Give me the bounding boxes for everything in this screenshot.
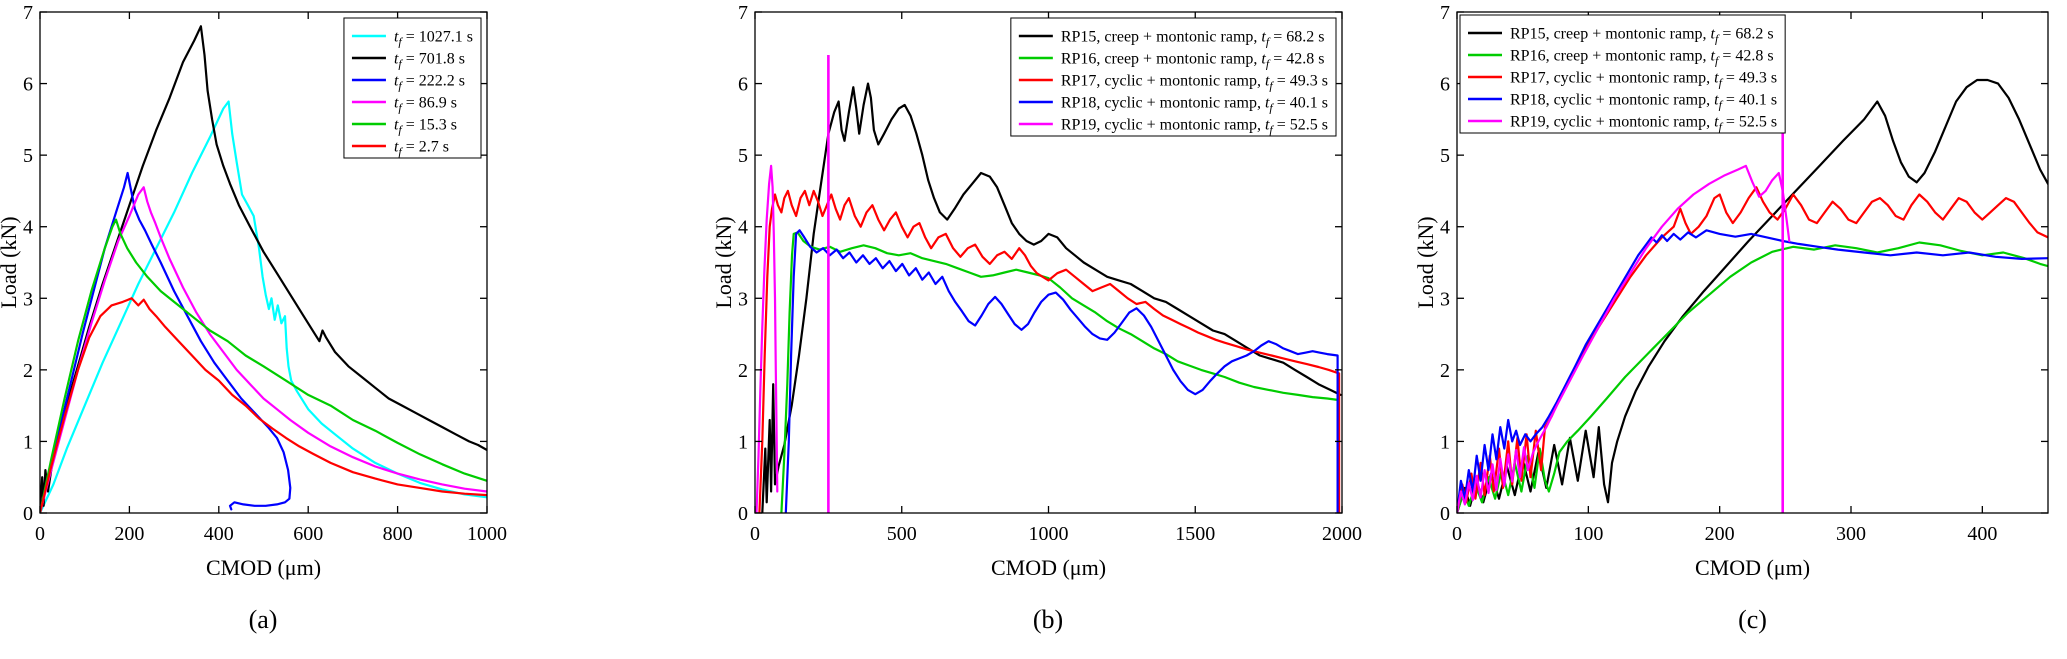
- y-tick-label: 4: [1440, 217, 1450, 239]
- y-tick-label: 2: [738, 360, 748, 382]
- caption-c: (c): [1738, 605, 1767, 634]
- y-tick-label: 1: [738, 431, 748, 453]
- series-tf-86-9: [40, 186, 487, 513]
- subplot-a: 0 200 400 600 800 1000 0 1 2 3 4 5 6 7 CMOD (μm) Load (…: [0, 0, 530, 659]
- y-tick-label: 6: [1440, 74, 1450, 96]
- series-rp18: [784, 229, 1339, 513]
- series-group: [1457, 78, 2048, 513]
- caption-a: (a): [248, 605, 278, 634]
- y-tick-label: 6: [23, 74, 33, 96]
- x-tick-label: 0: [35, 523, 45, 545]
- y-tick-label: 5: [1440, 145, 1450, 167]
- x-tick-label: 1500: [1175, 523, 1215, 545]
- x-tick-label: 100: [1573, 523, 1603, 545]
- series-rp19: [755, 164, 779, 513]
- legend: tf = 1027.1 stf = 701.8 stf = 222.2 stf …: [343, 17, 482, 159]
- legend-label: RP18, cyclic + montonic ramp, tf = 40.1 …: [1510, 92, 1777, 112]
- plot-box: [1456, 11, 2049, 514]
- x-tick-label: 0: [1452, 523, 1462, 545]
- x-axis-label: CMOD (μm): [1695, 555, 1810, 580]
- y-tick-label: 0: [1440, 503, 1450, 525]
- y-axis-label: Load (kN): [1413, 216, 1438, 308]
- series-tf-15-3: [40, 218, 487, 513]
- legend-label: RP18, cyclic + montonic ramp, tf = 40.1 …: [1061, 95, 1328, 115]
- legend: RP15, creep + montonic ramp, tf = 68.2 s…: [1459, 14, 1786, 134]
- x-axis-label: CMOD (μm): [991, 555, 1106, 580]
- y-tick-label: 6: [738, 74, 748, 96]
- legend-label: RP16, creep + montonic ramp, tf = 42.8 s: [1510, 48, 1774, 68]
- series-rp17: [758, 189, 1341, 513]
- series-rp19: [1457, 164, 1791, 513]
- chart-c: 0 100 200 300 400 0 1 2 3 4 5 6 7 CMOD (μm) Load (kN) R…: [1413, 2, 2049, 580]
- x-tick-label: 400: [1967, 523, 1997, 545]
- subplot-b: 0 500 1000 1500 2000 0 1 2 3 4 5 6 7 CMOD (μm) Load (k…: [530, 0, 1390, 659]
- subplot-c: 0 100 200 300 400 0 1 2 3 4 5 6 7 CMOD (μm) Load (kN) R…: [1390, 0, 2067, 659]
- x-tick-label: 1000: [1029, 523, 1069, 545]
- series-rp16: [780, 231, 1339, 513]
- legend: RP15, creep + montonic ramp, tf = 68.2 s…: [1010, 17, 1337, 137]
- y-tick-label: 4: [738, 217, 748, 239]
- legend-label: tf = 2.7 s: [394, 139, 449, 159]
- legend-label: RP17, cyclic + montonic ramp, tf = 49.3 …: [1510, 70, 1777, 90]
- x-tick-label: 1000: [467, 523, 507, 545]
- x-tick-label: 200: [114, 523, 144, 545]
- x-axis-label: CMOD (μm): [206, 555, 321, 580]
- series-tf-701-8: [40, 25, 487, 511]
- legend-label: tf = 86.9 s: [394, 95, 457, 115]
- y-tick-label: 0: [23, 503, 33, 525]
- y-tick-label: 7: [23, 2, 33, 24]
- y-tick-label: 1: [23, 431, 33, 453]
- legend-label: RP15, creep + montonic ramp, tf = 68.2 s: [1510, 26, 1774, 46]
- y-tick-label: 4: [23, 217, 33, 239]
- y-tick-label: 3: [1440, 288, 1450, 310]
- series-rp16: [1457, 241, 2048, 513]
- x-tick-label: 500: [887, 523, 917, 545]
- plot-box: [39, 11, 488, 514]
- y-tick-label: 5: [23, 145, 33, 167]
- legend-label: RP19, cyclic + montonic ramp, tf = 52.5 …: [1510, 114, 1777, 134]
- legend-label: RP16, creep + montonic ramp, tf = 42.8 s: [1061, 51, 1325, 71]
- x-tick-label: 2000: [1322, 523, 1362, 545]
- y-tick-label: 7: [1440, 2, 1450, 24]
- legend-label: tf = 701.8 s: [394, 51, 465, 71]
- series-group: [755, 54, 1342, 513]
- y-tick-label: 2: [1440, 360, 1450, 382]
- legend-box: [1010, 17, 1337, 137]
- y-tick-label: 3: [738, 288, 748, 310]
- y-axis-label: Load (kN): [711, 216, 736, 308]
- x-tick-label: 200: [1705, 523, 1735, 545]
- series-tf-2-7: [40, 297, 487, 513]
- series-rp18: [1457, 229, 2048, 513]
- y-tick-label: 0: [738, 503, 748, 525]
- x-tick-label: 300: [1836, 523, 1866, 545]
- chart-a: 0 200 400 600 800 1000 0 1 2 3 4 5 6 7 CMOD (μm) Load (…: [0, 2, 507, 580]
- legend-label: RP17, cyclic + montonic ramp, tf = 49.3 …: [1061, 73, 1328, 93]
- legend-box: [343, 17, 482, 159]
- legend-box: [1459, 14, 1786, 134]
- series-group: [40, 25, 487, 513]
- y-axis-label: Load (kN): [0, 216, 21, 308]
- x-tick-label: 400: [204, 523, 234, 545]
- legend-label: RP15, creep + montonic ramp, tf = 68.2 s: [1061, 29, 1325, 49]
- series-rp15: [1457, 78, 2048, 513]
- x-tick-label: 600: [293, 523, 323, 545]
- chart-b: 0 500 1000 1500 2000 0 1 2 3 4 5 6 7 CMOD (μm) Load (k…: [711, 2, 1362, 580]
- legend-label: tf = 15.3 s: [394, 117, 457, 137]
- legend-label: tf = 1027.1 s: [394, 29, 473, 49]
- series-tf-1027-1: [40, 100, 487, 513]
- x-tick-label: 0: [750, 523, 760, 545]
- legend-label: tf = 222.2 s: [394, 73, 465, 93]
- series-rp15: [761, 82, 1342, 513]
- y-tick-label: 5: [738, 145, 748, 167]
- x-tick-label: 800: [383, 523, 413, 545]
- y-tick-label: 1: [1440, 431, 1450, 453]
- y-tick-label: 7: [738, 2, 748, 24]
- legend-label: RP19, cyclic + montonic ramp, tf = 52.5 …: [1061, 117, 1328, 137]
- y-tick-label: 3: [23, 288, 33, 310]
- y-tick-label: 2: [23, 360, 33, 382]
- caption-b: (b): [1032, 605, 1064, 634]
